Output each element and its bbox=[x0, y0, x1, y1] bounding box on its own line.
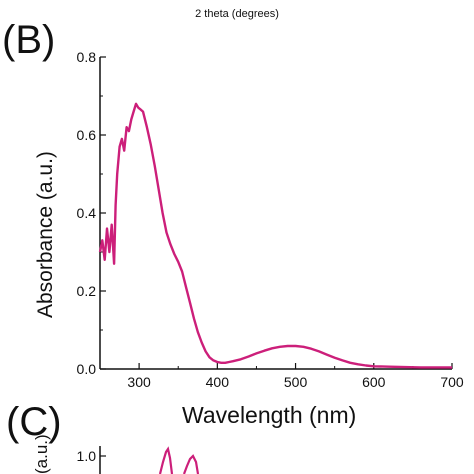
absorbance-series-line bbox=[98, 102, 452, 369]
x-tick-label: 400 bbox=[206, 374, 230, 390]
y-tick-label: 0.8 bbox=[77, 49, 97, 65]
top-caption: 2 theta (degrees) bbox=[195, 8, 279, 20]
panel-label-c: (C) bbox=[6, 400, 62, 444]
x-tick-label: 700 bbox=[440, 374, 464, 390]
panel-c-series-line-a bbox=[158, 446, 174, 474]
x-tick-label: 600 bbox=[362, 374, 386, 390]
x-axis-label: Wavelength (nm) bbox=[182, 402, 357, 428]
y-tick-label: 0.6 bbox=[77, 127, 97, 143]
y-tick-label: 0.4 bbox=[77, 205, 97, 221]
x-tick-label: 500 bbox=[284, 374, 308, 390]
panel-c-series-line-b bbox=[182, 454, 200, 474]
y-tick-label: 0.0 bbox=[77, 361, 97, 377]
y-tick-label: 0.2 bbox=[77, 283, 97, 299]
panel-c-y-axis-label: (a.u.) bbox=[32, 434, 51, 474]
panel-c-y-tick-label: 1.0 bbox=[77, 448, 97, 464]
x-tick-label: 300 bbox=[127, 374, 151, 390]
panel-label-b: (B) bbox=[2, 18, 56, 62]
y-axis-label: Absorbance (a.u.) bbox=[34, 151, 57, 318]
